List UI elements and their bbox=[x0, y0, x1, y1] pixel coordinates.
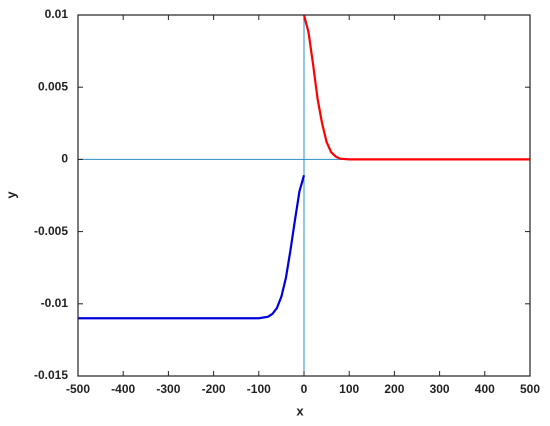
y-axis-label: y bbox=[3, 191, 18, 199]
y-tick-label: -0.015 bbox=[34, 368, 68, 382]
x-tick-label: 500 bbox=[520, 382, 540, 396]
y-tick-label: 0 bbox=[61, 152, 68, 166]
y-tick-label: 0.01 bbox=[45, 7, 69, 21]
x-tick-label: 0 bbox=[301, 382, 308, 396]
x-tick-label: -300 bbox=[156, 382, 180, 396]
x-tick-label: -500 bbox=[66, 382, 90, 396]
y-tick-label: -0.005 bbox=[34, 224, 68, 238]
y-tick-label: -0.01 bbox=[41, 296, 69, 310]
x-tick-label: 400 bbox=[475, 382, 495, 396]
x-tick-label: -200 bbox=[202, 382, 226, 396]
y-tick-label: 0.005 bbox=[38, 79, 68, 93]
x-tick-label: 100 bbox=[339, 382, 359, 396]
x-tick-label: -400 bbox=[111, 382, 135, 396]
x-axis-label: x bbox=[296, 403, 304, 418]
x-tick-label: -100 bbox=[247, 382, 271, 396]
x-tick-label: 300 bbox=[430, 382, 450, 396]
data-line bbox=[302, 14, 530, 161]
data-line bbox=[78, 174, 306, 320]
plot-frame bbox=[77, 14, 531, 377]
x-tick-label: 200 bbox=[384, 382, 404, 396]
